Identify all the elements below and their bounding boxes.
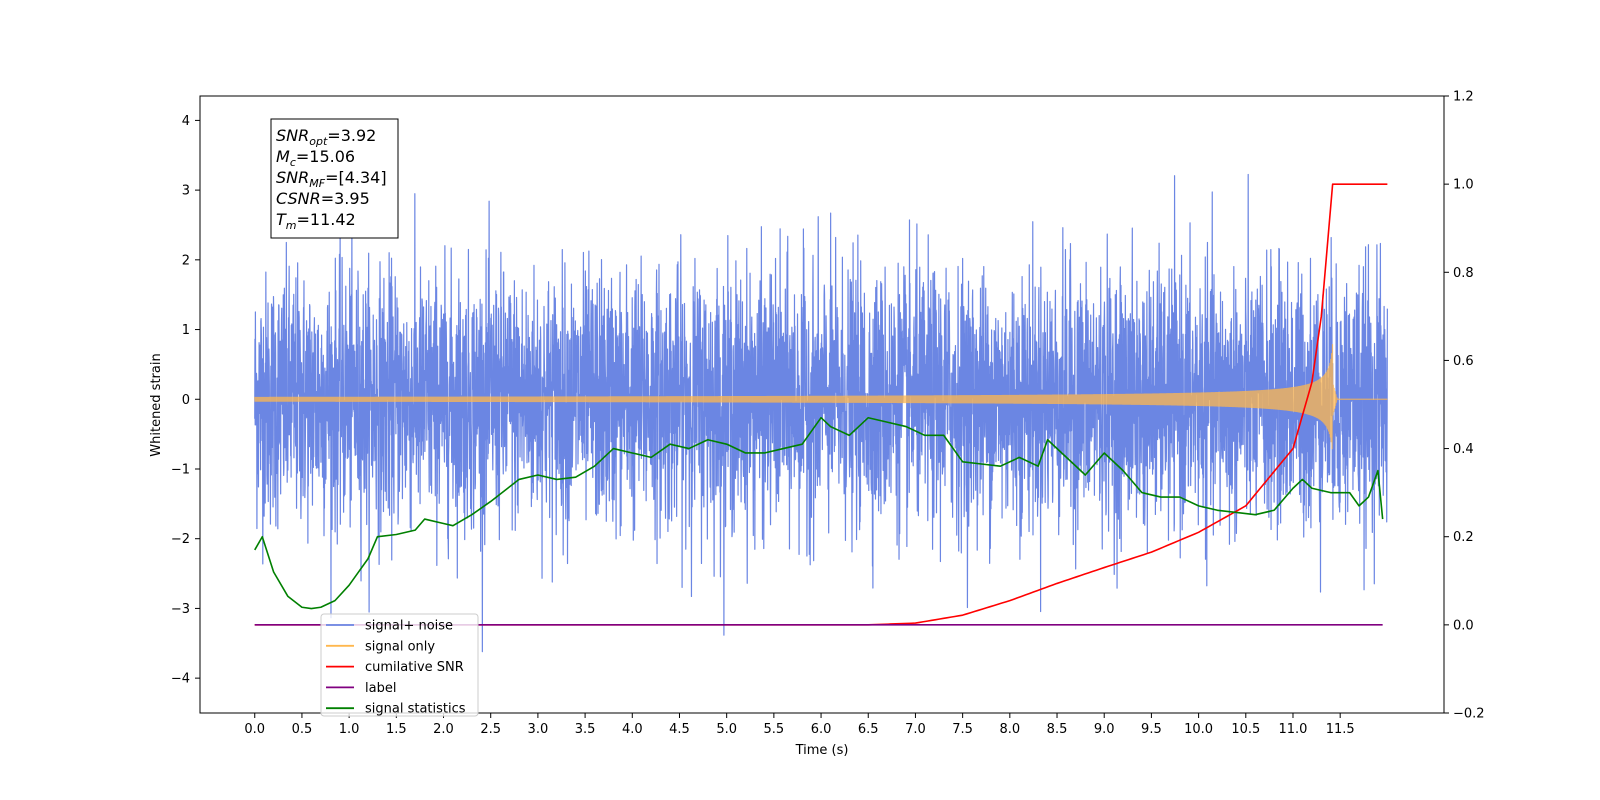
y-right-tick-label: 0.2 <box>1453 530 1474 545</box>
x-axis-label: Time (s) <box>795 743 849 758</box>
plot-layer <box>254 173 1388 653</box>
x-tick-label: 1.5 <box>386 722 407 737</box>
info-box-frame <box>270 118 399 239</box>
x-tick-label: 6.5 <box>858 722 879 737</box>
y-tick-label: 3 <box>182 184 190 199</box>
y-right-tick-label: 0.8 <box>1453 266 1474 281</box>
legend-entry: signal+ noise <box>365 619 453 634</box>
x-tick-label: 2.0 <box>433 722 454 737</box>
y-tick-label: 4 <box>182 114 190 129</box>
y-right-tick-label: 0.0 <box>1453 618 1474 633</box>
x-tick-label: 7.5 <box>952 722 973 737</box>
info-line: CSNR=3.95 <box>276 189 370 208</box>
x-tick-label: 2.5 <box>480 722 501 737</box>
x-tick-label: 4.0 <box>622 722 643 737</box>
right-y-axis: −0.2 0.0 0.2 0.4 0.6 0.8 1.0 1.2 <box>1444 90 1485 722</box>
x-tick-label: 4.5 <box>669 722 690 737</box>
y-tick-label: 0 <box>182 393 190 408</box>
y-tick-label: −2 <box>171 532 190 547</box>
x-tick-label: 9.5 <box>1141 722 1162 737</box>
left-y-axis: −4 −3 −2 −1 0 1 2 3 4 <box>171 114 200 687</box>
legend-frame <box>320 613 479 717</box>
y-tick-label: −1 <box>171 462 190 477</box>
series-signal-only <box>254 344 1388 450</box>
legend: signal+ noise signal only cumilative SNR la… <box>320 613 479 717</box>
x-tick-label: 8.0 <box>999 722 1020 737</box>
x-tick-label: 5.0 <box>716 722 737 737</box>
y-right-tick-label: 1.2 <box>1453 90 1474 105</box>
x-tick-label: 0.0 <box>244 722 265 737</box>
x-tick-label: 3.5 <box>575 722 596 737</box>
x-tick-label: 11.5 <box>1326 722 1355 737</box>
y-tick-label: 2 <box>182 253 190 268</box>
series-cumilative-snr <box>254 183 1388 626</box>
x-tick-label: 3.0 <box>528 722 549 737</box>
legend-entry: signal statistics <box>365 702 466 717</box>
x-tick-label: 10.5 <box>1231 722 1260 737</box>
y-tick-label: −4 <box>171 672 190 687</box>
legend-entry: signal only <box>365 639 435 654</box>
x-tick-label: 7.0 <box>905 722 926 737</box>
x-tick-label: 6.0 <box>811 722 832 737</box>
plot-frame <box>199 95 1445 714</box>
info-line: Mc=15.06 <box>276 147 355 169</box>
x-tick-label: 1.0 <box>339 722 360 737</box>
x-tick-label: 11.0 <box>1279 722 1308 737</box>
legend-entry: label <box>365 681 396 696</box>
y-right-tick-label: 1.0 <box>1453 178 1474 193</box>
x-tick-label: 10.0 <box>1184 722 1213 737</box>
x-axis: 0.0 0.5 1.0 1.5 2.0 2.5 3.0 3.5 4.0 4.5 5.0 5.5 6.0 6… <box>244 713 1355 737</box>
y-right-tick-label: −0.2 <box>1453 707 1485 722</box>
x-tick-label: 8.5 <box>1047 722 1068 737</box>
x-tick-label: 5.5 <box>764 722 785 737</box>
series-signal-statistics <box>254 416 1384 610</box>
legend-entry: cumilative SNR <box>365 660 464 675</box>
info-box: SNRopt=3.92Mc=15.06SNRMF=[4.34]CSNR=3.95… <box>270 118 399 239</box>
y-right-tick-label: 0.6 <box>1453 354 1474 369</box>
x-tick-label: 9.0 <box>1094 722 1115 737</box>
y-axis-label: Whitened strain <box>149 353 164 456</box>
x-tick-label: 0.5 <box>292 722 313 737</box>
info-line: SNRopt=3.92 <box>276 126 376 148</box>
info-line: SNRMF=[4.34] <box>276 168 387 190</box>
series-signal-noise <box>254 173 1388 653</box>
info-line: Tm=11.42 <box>276 210 356 232</box>
y-tick-label: 1 <box>182 323 190 338</box>
y-tick-label: −3 <box>171 602 190 617</box>
y-right-tick-label: 0.4 <box>1453 442 1474 457</box>
